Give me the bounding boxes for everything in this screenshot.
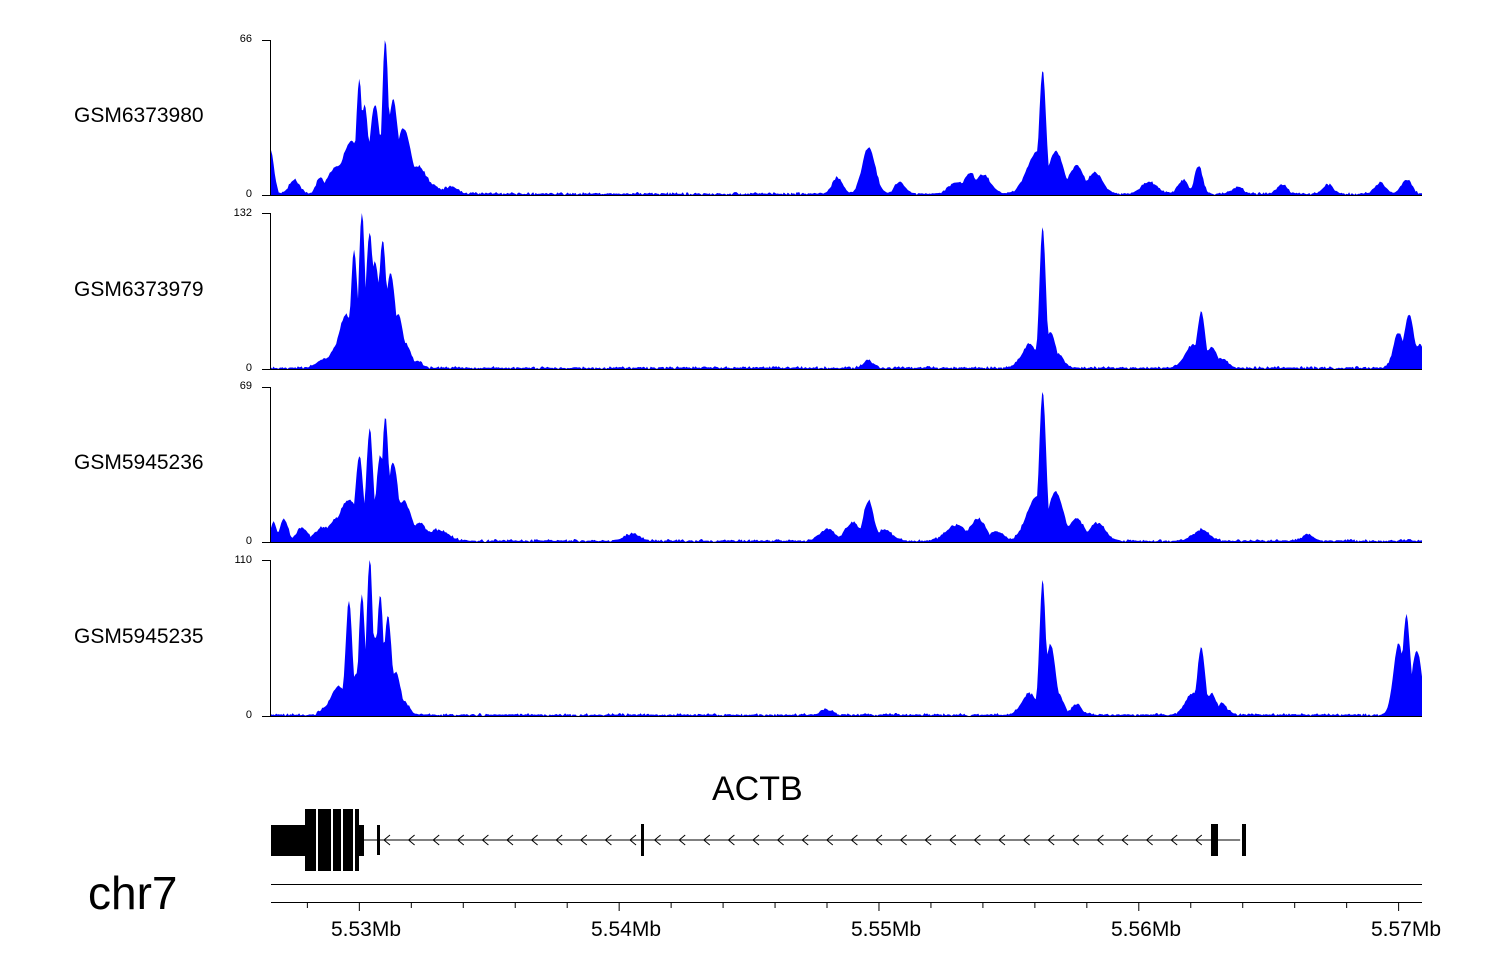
strand-chevron [407,834,415,846]
coverage-area-2 [271,213,1422,369]
strand-chevron [629,834,637,846]
strand-chevron [752,834,760,846]
coverage-area-1 [271,40,1422,196]
strand-chevron [383,834,391,846]
strand-chevron [506,834,514,846]
x-tick-label: 5.56Mb [1110,918,1182,941]
x-tick-label: 5.54Mb [590,918,662,941]
strand-chevron [826,834,834,846]
strand-chevron [530,834,538,846]
strand-chevron [1145,834,1153,846]
strand-chevron [776,834,784,846]
strand-chevron [949,834,957,846]
strand-chevron [924,834,932,846]
strand-chevron [850,834,858,846]
strand-chevron [998,834,1006,846]
x-tick-label: 5.53Mb [330,918,402,941]
gene-exon-block [1211,824,1218,856]
strand-chevron [899,834,907,846]
coverage-area-3 [271,392,1422,542]
strand-chevron [727,834,735,846]
gene-exon-gap [353,809,355,871]
track-4-ymax: 110 [234,554,252,566]
strand-chevron [1121,834,1129,846]
gene-exon-gap [331,809,333,871]
strand-chevron [580,834,588,846]
strand-chevron [801,834,809,846]
gene-exon-gap [341,809,343,871]
track-label-2: GSM6373979 [74,278,204,301]
strand-chevron [555,834,563,846]
gene-exon-gap [316,809,318,871]
strand-chevron [1022,834,1030,846]
strand-chevron [432,834,440,846]
gene-exon-block [1242,824,1246,856]
strand-chevron [875,834,883,846]
x-tick-label: 5.57Mb [1370,918,1442,941]
strand-chevron [678,834,686,846]
strand-chevron [604,834,612,846]
gene-exon-block [641,824,644,856]
track-label-4: GSM5945235 [74,625,204,648]
coverage-area-4 [271,560,1422,716]
track-3-ymax: 69 [239,380,252,392]
strand-chevron [1195,834,1203,846]
strand-chevron [653,834,661,846]
strand-chevron [973,834,981,846]
track-3-ymin: 0 [245,535,252,547]
track-1-ymin: 0 [245,188,252,200]
track-4-ymin: 0 [245,709,252,721]
track-label-1: GSM6373980 [74,104,204,127]
track-2-ymin: 0 [245,362,252,374]
gene-name-label: ACTB [712,770,803,808]
chromosome-label: chr7 [88,867,178,919]
track-1-ymax: 66 [239,33,252,45]
track-label-3: GSM5945236 [74,451,204,474]
x-tick-label: 5.55Mb [850,918,922,941]
strand-chevron [703,834,711,846]
strand-chevron [1047,834,1055,846]
strand-chevron [457,834,465,846]
track-2-ymax: 132 [233,207,252,219]
strand-chevron [1170,834,1178,846]
strand-chevron [1072,834,1080,846]
strand-chevron [481,834,489,846]
gene-exon-block [377,825,380,855]
strand-chevron [1096,834,1104,846]
